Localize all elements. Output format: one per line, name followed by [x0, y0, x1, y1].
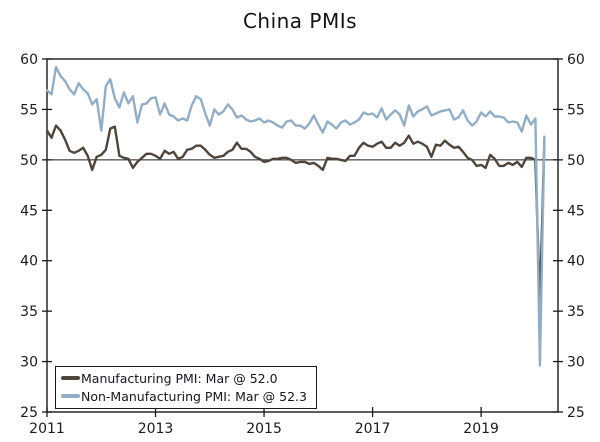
y-axis-tick-label-right: 30: [567, 355, 585, 371]
y-axis-tick-label-left: 60: [20, 52, 38, 68]
y-axis-tick-label-left: 55: [20, 102, 38, 118]
y-axis-tick-label-right: 45: [567, 203, 585, 219]
legend-label-non-manufacturing: Non-Manufacturing PMI: Mar @ 52.3: [81, 388, 307, 404]
chart-legend: Manufacturing PMI: Mar @ 52.0 Non-Manufa…: [55, 366, 317, 409]
y-axis-tick-label-right: 25: [567, 405, 585, 421]
y-axis-tick-label-left: 45: [20, 203, 38, 219]
y-axis-tick-label-right: 40: [567, 254, 585, 270]
legend-item-manufacturing: Manufacturing PMI: Mar @ 52.0: [61, 369, 307, 387]
x-axis-tick-label: 2017: [355, 421, 391, 437]
y-axis-tick-label-right: 55: [567, 102, 585, 118]
legend-item-non-manufacturing: Non-Manufacturing PMI: Mar @ 52.3: [61, 387, 307, 405]
chart-title: China PMIs: [242, 9, 358, 33]
plot-border: [46, 58, 559, 413]
y-axis-tick-label-right: 35: [567, 304, 585, 320]
manufacturing-line-swatch-icon: [61, 375, 80, 381]
series-line-non-manufacturing-pmi: [45, 65, 546, 367]
y-axis-tick-label-right: 50: [567, 153, 585, 169]
y-axis-tick-label-left: 35: [20, 304, 38, 320]
legend-label-manufacturing: Manufacturing PMI: Mar @ 52.0: [81, 370, 278, 386]
x-axis-tick-label: 2019: [463, 421, 499, 437]
series-line-manufacturing-pmi: [45, 124, 546, 306]
y-axis-tick-label-left: 50: [20, 153, 38, 169]
x-axis-tick-label: 2015: [246, 421, 282, 437]
y-axis-tick-label-left: 30: [20, 355, 38, 371]
y-axis-tick-label-left: 40: [20, 254, 38, 270]
non-manufacturing-line-swatch-icon: [61, 393, 80, 399]
x-axis-tick-label: 2013: [138, 421, 174, 437]
y-axis-tick-label-right: 60: [567, 52, 585, 68]
y-axis-tick-label-left: 25: [20, 405, 38, 421]
x-axis-tick-label: 2011: [29, 421, 65, 437]
